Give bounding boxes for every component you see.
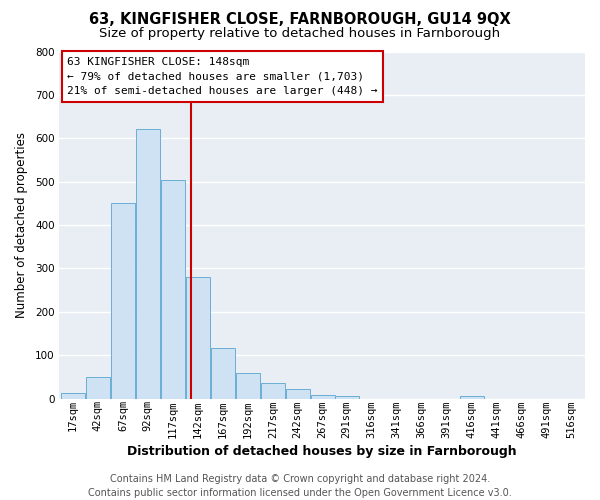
Bar xyxy=(260,382,285,398)
Bar xyxy=(460,396,484,398)
Bar xyxy=(86,377,110,398)
Bar xyxy=(111,202,135,398)
Bar xyxy=(335,396,359,398)
Y-axis label: Number of detached properties: Number of detached properties xyxy=(15,132,28,318)
Bar xyxy=(186,277,210,398)
X-axis label: Distribution of detached houses by size in Farnborough: Distribution of detached houses by size … xyxy=(127,444,517,458)
Text: 63 KINGFISHER CLOSE: 148sqm
← 79% of detached houses are smaller (1,703)
21% of : 63 KINGFISHER CLOSE: 148sqm ← 79% of det… xyxy=(67,56,378,96)
Bar xyxy=(211,348,235,399)
Text: 63, KINGFISHER CLOSE, FARNBOROUGH, GU14 9QX: 63, KINGFISHER CLOSE, FARNBOROUGH, GU14 … xyxy=(89,12,511,28)
Bar xyxy=(286,389,310,398)
Bar xyxy=(136,128,160,398)
Text: Size of property relative to detached houses in Farnborough: Size of property relative to detached ho… xyxy=(100,28,500,40)
Bar xyxy=(161,180,185,398)
Bar xyxy=(236,372,260,398)
Bar xyxy=(311,395,335,398)
Text: Contains HM Land Registry data © Crown copyright and database right 2024.
Contai: Contains HM Land Registry data © Crown c… xyxy=(88,474,512,498)
Bar xyxy=(61,394,85,398)
